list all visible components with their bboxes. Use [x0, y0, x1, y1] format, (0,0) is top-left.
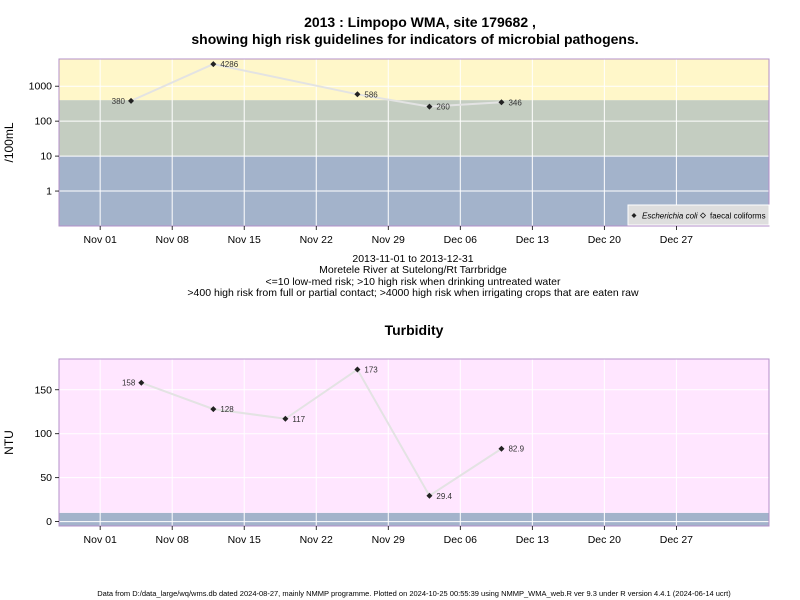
legend-ecoli-label: Escherichia coli	[642, 212, 698, 221]
x-tick-label: Nov 29	[372, 234, 405, 246]
caption-line-2: Moretele River at Sutelong/Rt Tarrbridge	[319, 264, 507, 276]
x-tick-label: Dec 06	[444, 234, 477, 246]
risk-band-1	[59, 512, 769, 526]
legend: Escherichia coli faecal coliforms	[627, 204, 770, 226]
caption-line-1: 2013-11-01 to 2013-12-31	[352, 253, 473, 265]
data-point	[282, 415, 289, 422]
y-tick-label: 150	[34, 384, 52, 396]
x-tick-label: Dec 13	[516, 234, 549, 246]
data-label: 82.9	[508, 445, 524, 454]
series-line	[140, 368, 503, 498]
x-tick-label: Dec 27	[660, 534, 693, 546]
data-point	[354, 91, 361, 98]
data-point	[498, 445, 505, 452]
x-tick-label: Nov 08	[156, 534, 189, 546]
y-axis-label: NTU	[2, 430, 16, 455]
x-tick-label: Nov 22	[300, 234, 333, 246]
x-tick-label: Nov 29	[372, 534, 405, 546]
data-label: 260	[436, 103, 450, 112]
legend-box	[627, 204, 770, 226]
y-tick-label: 50	[40, 472, 52, 484]
data-label: 173	[364, 366, 378, 375]
data-point	[426, 103, 433, 110]
data-label: 586	[364, 90, 378, 99]
turbidity-title: Turbidity	[385, 322, 444, 338]
y-axis-label: /100mL	[2, 122, 16, 162]
risk-band-3	[59, 59, 769, 101]
chart-title: 2013 : Limpopo WMA, site 179682 ,	[304, 14, 536, 30]
y-tick-label: 1	[46, 186, 52, 198]
data-point	[210, 61, 217, 68]
legend-faecal-marker	[699, 212, 707, 219]
caption: 2013-11-01 to 2013-12-31 Moretele River …	[187, 253, 639, 299]
data-label: 4286	[220, 60, 238, 69]
y-tick-label: 1000	[29, 81, 53, 93]
data-point	[498, 99, 505, 106]
data-label: 158	[122, 379, 136, 388]
y-tick-label: 0	[46, 516, 52, 528]
y-tick-label: 100	[34, 116, 52, 128]
footer-note: Data from D:/data_large/wq/wms.db dated …	[97, 589, 731, 598]
chart-subtitle: showing high risk guidelines for indicat…	[191, 31, 638, 47]
y-tick-label: 10	[40, 151, 52, 163]
data-point	[426, 492, 433, 499]
data-point	[354, 366, 361, 373]
risk-band-2	[59, 359, 769, 513]
data-point	[138, 379, 145, 386]
panel-border	[58, 358, 770, 527]
data-point	[128, 97, 135, 104]
x-tick-label: Nov 15	[228, 534, 261, 546]
x-tick-label: Nov 15	[228, 234, 261, 246]
panel-border	[58, 58, 770, 227]
data-label: 29.4	[436, 492, 452, 501]
data-point	[210, 406, 217, 413]
legend-ecoli-marker	[631, 213, 637, 218]
x-tick-label: Nov 01	[84, 534, 117, 546]
x-tick-label: Nov 01	[84, 234, 117, 246]
data-label: 346	[508, 98, 522, 107]
risk-band-2	[59, 100, 769, 157]
x-tick-label: Dec 27	[660, 234, 693, 246]
caption-line-3: <=10 low-med risk; >10 high risk when dr…	[265, 276, 561, 288]
turbidity-panel: 0 50 100 150 Nov 01 Nov 08 Nov 15 Nov 22 Nov 29 D…	[2, 358, 770, 546]
x-tick-label: Dec 20	[588, 234, 621, 246]
data-label: 128	[220, 405, 234, 414]
x-tick-label: Dec 06	[444, 534, 477, 546]
x-tick-label: Dec 13	[516, 534, 549, 546]
x-tick-label: Nov 08	[156, 234, 189, 246]
y-tick-label: 100	[34, 428, 52, 440]
data-label: 380	[112, 97, 126, 106]
microbial-panel: 1 10 100 1000 Nov 01 Nov 08 Nov 15 Nov 22 Nov 29…	[2, 58, 770, 246]
data-label: 117	[292, 415, 305, 424]
x-tick-label: Dec 20	[588, 534, 621, 546]
x-tick-label: Nov 22	[300, 534, 333, 546]
legend-faecal-label: faecal coliforms	[710, 212, 766, 221]
caption-line-4: >400 high risk from full or partial cont…	[187, 287, 639, 299]
